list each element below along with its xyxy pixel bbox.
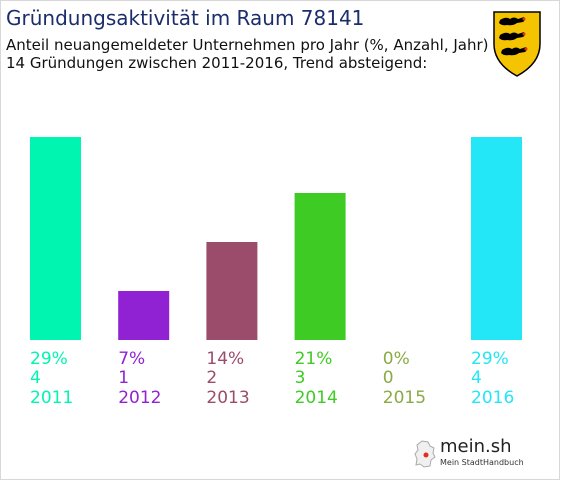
year-label-2013: 2013	[206, 388, 249, 408]
count-label-2015: 0	[383, 368, 394, 388]
germany-map-icon	[414, 440, 436, 468]
bar-2016	[471, 137, 522, 340]
mein-sh-logo: mein.sh	[440, 436, 512, 457]
bar-2011	[30, 137, 81, 340]
baden-wuerttemberg-coat-of-arms-icon	[493, 11, 541, 77]
count-label-2013: 2	[206, 368, 217, 388]
bar-2013	[206, 242, 258, 340]
count-label-2016: 4	[471, 368, 482, 388]
mein-sh-logo-subtext: Mein StadtHandbuch	[440, 458, 524, 467]
chart-subtitle-line2: 14 Gründungen zwischen 2011-2016, Trend …	[6, 54, 428, 72]
year-label-2012: 2012	[118, 388, 161, 408]
bar-2014	[294, 193, 346, 340]
year-label-2015: 2015	[383, 388, 426, 408]
percent-label-2013: 14%	[206, 349, 244, 369]
year-label-2016: 2016	[471, 388, 514, 408]
count-label-2011: 4	[30, 368, 41, 388]
percent-label-2014: 21%	[295, 349, 333, 369]
year-label-2011: 2011	[30, 388, 73, 408]
chart-title: Gründungsaktivität im Raum 78141	[6, 6, 365, 30]
year-label-2014: 2014	[295, 388, 338, 408]
bar-2012	[118, 291, 170, 340]
percent-label-2012: 7%	[118, 349, 145, 369]
count-label-2012: 1	[118, 368, 129, 388]
percent-label-2016: 29%	[471, 349, 509, 369]
percent-label-2015: 0%	[383, 349, 410, 369]
count-label-2014: 3	[295, 368, 306, 388]
chart-subtitle-line1: Anteil neuangemeldeter Unternehmen pro J…	[6, 36, 489, 54]
percent-label-2011: 29%	[30, 349, 68, 369]
